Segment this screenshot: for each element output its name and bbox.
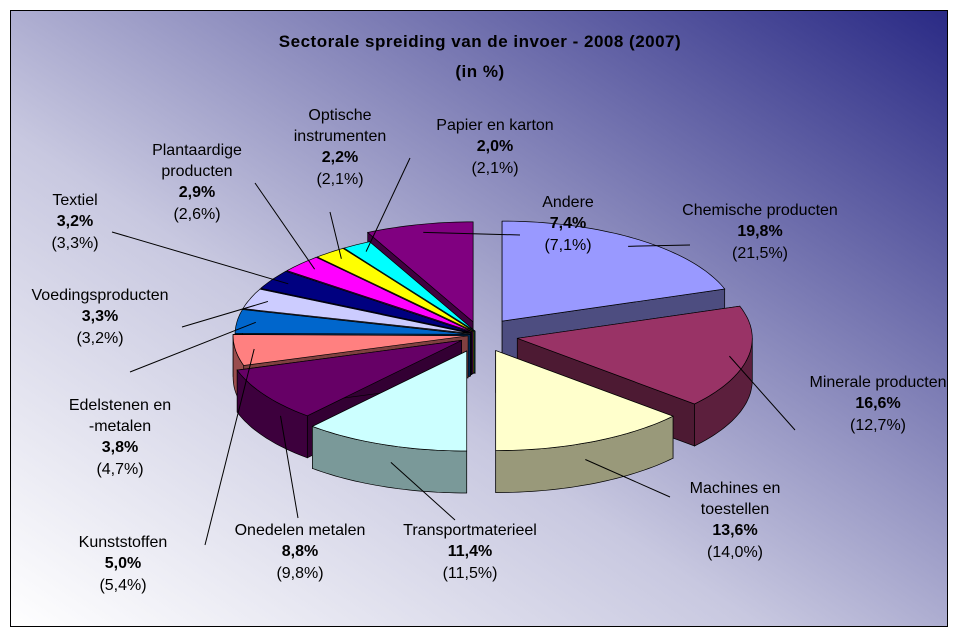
value-label: 7,4% [550, 215, 586, 232]
slice-label: Papier en karton [436, 117, 553, 134]
slice [501, 220, 726, 322]
slice [366, 221, 474, 323]
previous-value-label: (21,5%) [732, 245, 788, 262]
previous-value-label: (5,4%) [99, 577, 146, 594]
previous-value-label: (3,3%) [51, 235, 98, 252]
label-line: Andere [542, 194, 594, 211]
previous-value-label: (9,8%) [276, 565, 323, 582]
chart-area [10, 10, 948, 627]
label-line: Chemische producten [682, 202, 838, 219]
label-line: Optische [308, 107, 371, 124]
slice-label: Edelstenen en -metalen [69, 397, 171, 435]
slice [316, 248, 475, 332]
value-label: 19,8% [737, 223, 782, 240]
leader-line [390, 462, 456, 521]
leader-line [729, 355, 796, 431]
leader-line [365, 157, 411, 252]
label-line: Papier en karton [436, 117, 553, 134]
previous-value-label: (14,0%) [707, 544, 763, 561]
chart-subtitle: (in %) [455, 62, 504, 81]
value-label: 3,8% [102, 439, 138, 456]
label-line: -metalen [89, 418, 151, 435]
label-line: toestellen [701, 501, 770, 518]
leader-line [204, 348, 255, 546]
slice-label: Plantaardige producten [152, 142, 242, 180]
previous-value-label: (4,7%) [96, 461, 143, 478]
slice-label: Textiel [52, 192, 97, 209]
label-line: Machines en [690, 480, 781, 497]
label-line: Kunststoffen [79, 534, 168, 551]
label-line: Edelstenen en [69, 397, 171, 414]
slice-label: Andere [542, 194, 594, 211]
label-line: Voedingsproducten [32, 287, 169, 304]
slice [286, 256, 473, 333]
previous-value-label: (2,1%) [316, 171, 363, 188]
leader-line [254, 182, 316, 270]
previous-value-label: (7,1%) [544, 237, 591, 254]
leader-line [423, 231, 521, 236]
label-line: Transportmaterieel [403, 522, 537, 539]
leader-line [585, 459, 671, 498]
previous-value-label: (11,5%) [443, 565, 498, 582]
slice-label: Kunststoffen [79, 534, 168, 551]
slice [232, 334, 469, 366]
leader-line [280, 415, 299, 519]
slice [236, 340, 462, 417]
slice [242, 288, 471, 334]
slice-label: Optische instrumenten [294, 107, 387, 145]
leader-line [129, 321, 256, 373]
leader-line [181, 300, 269, 328]
slice [517, 305, 753, 405]
leader-line [111, 231, 289, 285]
slice-label: Transportmaterieel [403, 522, 537, 539]
slice-label: Onedelen metalen [235, 522, 366, 539]
value-label: 11,4% [448, 543, 492, 560]
slice [495, 350, 674, 451]
leader-line [628, 244, 691, 247]
previous-value-label: (2,6%) [173, 206, 220, 223]
slice-label: Machines en toestellen [690, 480, 781, 518]
label-line: Minerale producten [810, 374, 947, 391]
value-label: 8,8% [282, 543, 318, 560]
value-label: 3,2% [57, 213, 93, 230]
label-line: instrumenten [294, 128, 387, 145]
slice [343, 241, 476, 332]
label-line: Onedelen metalen [235, 522, 366, 539]
value-label: 13,6% [712, 522, 757, 539]
slice-label: Chemische producten [682, 202, 838, 219]
value-label: 2,9% [179, 184, 215, 201]
label-line: Plantaardige [152, 142, 242, 159]
previous-value-label: (2,1%) [471, 160, 518, 177]
slice [311, 350, 468, 452]
value-label: 5,0% [105, 555, 141, 572]
value-label: 2,2% [322, 149, 358, 166]
previous-value-label: (12,7%) [850, 417, 906, 434]
chart-title: Sectorale spreiding van de invoer - 2008… [279, 32, 681, 51]
value-label: 3,3% [82, 308, 118, 325]
slice-label: Minerale producten [810, 374, 947, 391]
value-label: 2,0% [477, 138, 513, 155]
slice-label: Voedingsproducten [32, 287, 169, 304]
previous-value-label: (3,2%) [76, 330, 123, 347]
label-line: Textiel [52, 192, 97, 209]
leader-line [329, 211, 342, 259]
value-label: 16,6% [855, 395, 900, 412]
label-line: producten [161, 163, 232, 180]
